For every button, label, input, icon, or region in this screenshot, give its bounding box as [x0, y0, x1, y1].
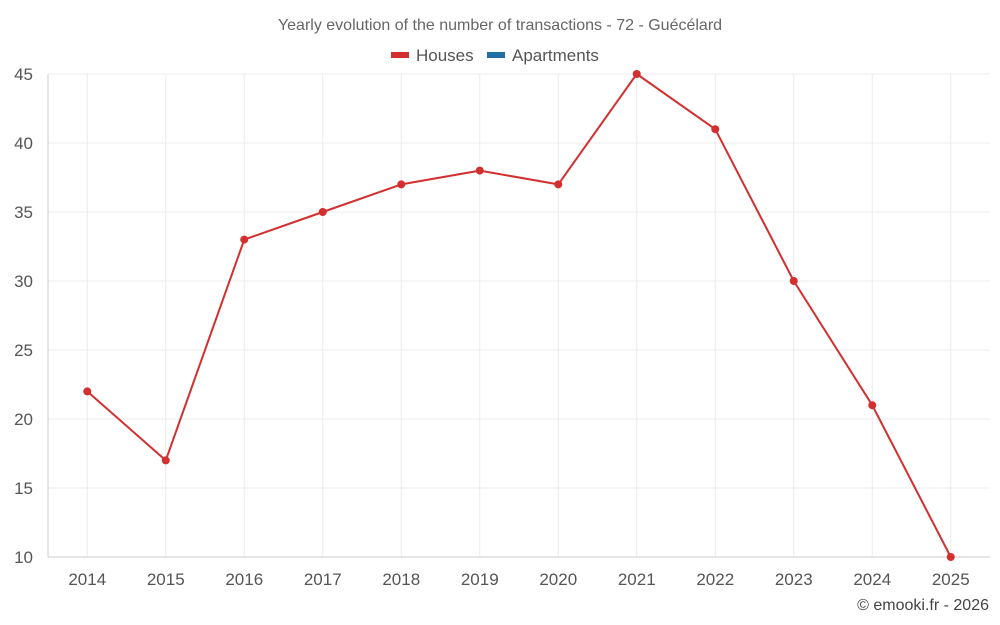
x-tick-label: 2023 — [775, 570, 813, 589]
data-point-2014[interactable] — [83, 387, 92, 396]
y-tick-label: 30 — [14, 272, 33, 291]
credit-text: © emooki.fr - 2026 — [857, 597, 989, 614]
x-tick-label: 2025 — [932, 570, 970, 589]
y-tick-label: 35 — [14, 203, 33, 222]
series-houses — [83, 70, 955, 561]
data-point-2022[interactable] — [711, 125, 720, 134]
legend-swatch-houses — [391, 52, 409, 58]
data-point-2021[interactable] — [632, 70, 641, 78]
x-tick-label: 2018 — [382, 570, 420, 589]
y-tick-label: 20 — [14, 410, 33, 429]
x-tick-label: 2021 — [618, 570, 656, 589]
legend-item-houses[interactable]: Houses — [391, 46, 474, 65]
data-point-2016[interactable] — [240, 235, 249, 244]
grid — [48, 73, 990, 557]
y-tick-label: 45 — [14, 65, 33, 84]
data-point-2015[interactable] — [161, 456, 170, 465]
data-point-2017[interactable] — [318, 208, 327, 216]
x-tick-label: 2015 — [147, 570, 185, 589]
y-tick-label: 10 — [14, 548, 33, 567]
x-tick-label: 2022 — [696, 570, 734, 589]
data-point-2019[interactable] — [475, 166, 484, 175]
x-tick-label: 2024 — [853, 570, 891, 589]
x-tick-label: 2016 — [225, 570, 263, 589]
x-tick-label: 2019 — [461, 570, 499, 589]
chart-title: Yearly evolution of the number of transa… — [278, 17, 722, 34]
series-line-houses — [86, 73, 952, 558]
x-tick-label: 2017 — [304, 570, 342, 589]
x-tick-label: 2020 — [539, 570, 577, 589]
legend-label-apartments: Apartments — [512, 46, 599, 65]
legend: Houses Apartments — [391, 46, 599, 65]
x-tick-label: 2014 — [68, 570, 106, 589]
data-point-2023[interactable] — [789, 277, 798, 285]
y-tick-label: 25 — [14, 341, 33, 360]
data-point-2025[interactable] — [946, 553, 955, 561]
y-tick-label: 15 — [14, 479, 33, 498]
y-tick-label: 40 — [14, 134, 33, 153]
data-point-2018[interactable] — [397, 180, 406, 189]
data-point-2024[interactable] — [868, 401, 877, 410]
legend-item-apartments[interactable]: Apartments — [487, 46, 599, 65]
data-point-2020[interactable] — [554, 180, 563, 189]
legend-label-houses: Houses — [416, 46, 474, 65]
legend-swatch-apartments — [487, 52, 505, 58]
